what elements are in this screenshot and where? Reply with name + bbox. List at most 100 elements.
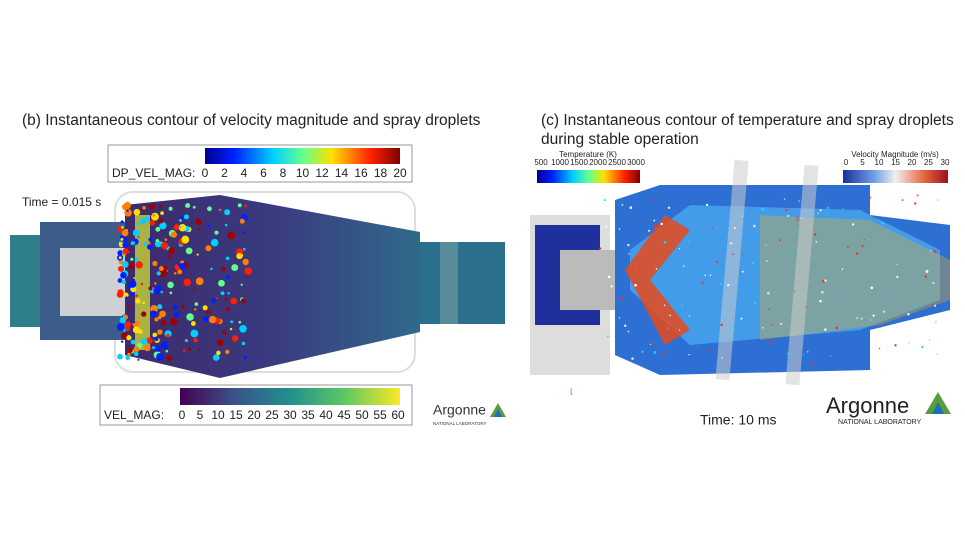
droplet xyxy=(842,208,844,210)
droplet xyxy=(160,341,169,350)
droplet xyxy=(183,214,189,220)
droplet xyxy=(916,194,919,197)
droplet xyxy=(152,214,155,217)
colorbar-tick-label: 40 xyxy=(319,408,333,422)
droplet xyxy=(771,323,773,326)
droplet xyxy=(237,203,242,208)
droplet xyxy=(688,353,690,356)
droplet xyxy=(154,240,162,248)
droplet xyxy=(765,244,767,246)
droplet xyxy=(122,241,129,249)
droplet xyxy=(913,304,916,308)
droplet xyxy=(132,229,140,237)
droplet xyxy=(173,272,177,275)
droplet xyxy=(125,296,128,300)
droplet xyxy=(210,267,213,271)
droplet xyxy=(135,294,139,298)
droplet xyxy=(648,229,651,232)
droplet xyxy=(202,305,208,311)
droplet xyxy=(225,307,231,312)
droplet xyxy=(778,239,781,242)
droplet xyxy=(925,270,929,273)
droplet xyxy=(743,253,745,255)
droplet xyxy=(244,204,247,208)
droplet xyxy=(120,225,124,229)
droplet xyxy=(135,298,141,304)
droplet xyxy=(811,362,815,365)
droplet xyxy=(230,320,234,324)
droplet xyxy=(655,268,658,270)
droplet xyxy=(785,209,788,212)
droplet xyxy=(202,316,210,323)
droplet xyxy=(627,330,630,333)
droplet xyxy=(167,281,174,289)
droplet xyxy=(117,278,123,283)
droplet xyxy=(798,200,801,203)
droplet xyxy=(178,223,187,232)
colorbar-tick-label: 2000 xyxy=(589,158,607,167)
droplet xyxy=(688,315,691,317)
droplet xyxy=(132,326,140,334)
droplet xyxy=(160,290,163,294)
droplet xyxy=(194,302,199,306)
droplet xyxy=(154,317,159,322)
colorbar-tick-label: 10 xyxy=(875,158,884,167)
droplet xyxy=(195,218,202,226)
droplet xyxy=(225,256,230,261)
colorbar-tick-label: 10 xyxy=(296,166,310,180)
droplet xyxy=(155,238,160,243)
droplet xyxy=(124,208,132,217)
droplet xyxy=(173,311,180,318)
droplet xyxy=(207,206,212,212)
droplet xyxy=(929,250,932,252)
droplet xyxy=(901,199,904,201)
droplet xyxy=(121,203,129,211)
droplet xyxy=(787,352,790,355)
droplet xyxy=(181,235,190,244)
droplet xyxy=(872,216,875,219)
droplet xyxy=(621,203,624,206)
droplet xyxy=(135,261,143,269)
droplet xyxy=(210,297,217,303)
colorbar-tick-label: 6 xyxy=(260,166,267,180)
droplet xyxy=(172,304,178,310)
droplet xyxy=(769,340,772,343)
droplet xyxy=(654,223,657,227)
droplet xyxy=(891,331,893,333)
logo-subtitle: NATIONAL LABORATORY xyxy=(433,421,487,426)
droplet xyxy=(856,317,859,319)
droplet xyxy=(768,308,770,311)
colorbar-tick-label: 45 xyxy=(337,408,351,422)
droplet xyxy=(137,235,140,238)
droplet xyxy=(136,222,140,226)
droplet xyxy=(938,231,941,234)
droplet xyxy=(238,320,242,324)
droplet xyxy=(766,291,770,295)
droplet xyxy=(793,290,796,292)
droplet xyxy=(678,247,681,250)
colorbar-tick-label: 16 xyxy=(354,166,368,180)
droplet xyxy=(796,216,799,219)
droplet xyxy=(130,339,136,345)
droplet xyxy=(772,327,774,330)
droplet xyxy=(240,298,246,304)
colorbar xyxy=(180,388,400,405)
logo-subtitle: NATIONAL LABORATORY xyxy=(838,419,922,426)
axis-glyph: ⌊ xyxy=(570,387,573,396)
droplet xyxy=(184,338,189,343)
colorbar-tick-label: 55 xyxy=(373,408,387,422)
droplet xyxy=(666,327,669,329)
droplet xyxy=(936,353,939,356)
droplet xyxy=(128,262,135,270)
droplet xyxy=(720,323,723,327)
droplet xyxy=(120,340,124,343)
droplet xyxy=(907,313,910,316)
droplet xyxy=(143,242,148,246)
droplet xyxy=(152,346,156,350)
colorbar-tick-label: 5 xyxy=(860,158,865,167)
droplet xyxy=(165,349,169,353)
colorbar-tick-label: 20 xyxy=(393,166,407,180)
logo-name: Argonne xyxy=(826,393,909,418)
droplet xyxy=(192,286,196,290)
droplet xyxy=(914,202,917,205)
